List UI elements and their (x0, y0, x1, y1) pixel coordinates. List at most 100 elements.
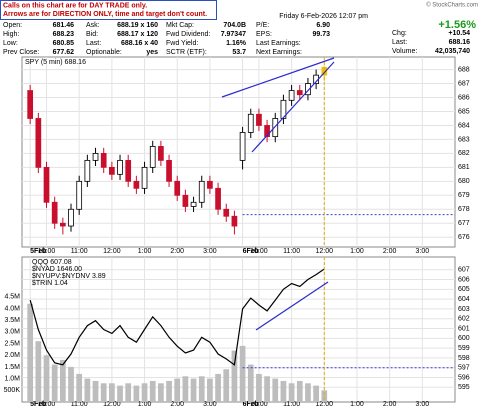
y-tick-label: 599 (458, 345, 470, 352)
x-tick-label: 1:00 (138, 401, 152, 406)
y-tick-label: 597 (458, 365, 470, 372)
y-tick-label: 677 (458, 220, 470, 227)
quote-label: P/E: (256, 22, 269, 29)
x-tick-label: 11:00 (283, 248, 300, 255)
legend-entry: $TRIN 1.04 (32, 280, 68, 287)
candle-body (92, 152, 99, 161)
x-tick-label: 2:00 (170, 248, 184, 255)
volume-bar (288, 383, 295, 402)
x-tick-label: 10:00 (250, 401, 268, 406)
volume-bar (264, 376, 270, 402)
candle-body (198, 180, 205, 203)
y-tick-label: 676 (458, 234, 470, 241)
quote-value: 6.90 (316, 22, 330, 29)
quote-label: SCTR (ETF): (166, 49, 207, 56)
candle-body (117, 159, 123, 175)
x-tick-label: 11:00 (71, 248, 88, 255)
candle-body (247, 113, 254, 133)
candle-body (68, 208, 74, 227)
candle-body (190, 201, 197, 207)
candle-body (174, 180, 181, 196)
x-tick-label: 12:00 (316, 248, 334, 255)
volume-bar (174, 378, 181, 402)
candle-body (76, 180, 83, 210)
quote-value: 99.73 (312, 31, 330, 38)
plot-area (21, 56, 456, 248)
volume-bar (223, 369, 230, 402)
y-tick-label: 680 (458, 178, 470, 185)
trendline (221, 57, 335, 98)
volume-bar (166, 380, 172, 402)
candle-body (166, 159, 172, 182)
candle-body (158, 146, 164, 161)
candle-body (141, 166, 148, 189)
candle-body (27, 90, 34, 119)
x-tick-label: 3:00 (416, 248, 430, 255)
volume-bar (182, 376, 189, 402)
y-tick-label: 685 (458, 108, 470, 115)
candle-body (288, 90, 295, 101)
y2-tick-label: 4.0M (4, 305, 20, 312)
x-tick-label: 12:00 (103, 248, 121, 255)
x-tick-label: 11:00 (71, 401, 88, 406)
y-tick-label: 595 (458, 384, 470, 391)
candle-body (149, 146, 156, 168)
y-tick-label: 688 (458, 66, 470, 73)
volume-bar (296, 380, 303, 402)
y-tick-label: 602 (458, 316, 470, 323)
y-tick-label: 600 (458, 335, 470, 342)
quote-label: Last: (392, 39, 407, 46)
x-tick-label: 1:00 (138, 248, 152, 255)
candle-body (264, 125, 270, 138)
quote-label: Open: (3, 22, 22, 29)
x-tick-label: 10:00 (38, 401, 56, 406)
quote-value: 680.85 (53, 40, 75, 47)
legend-entry: $NYAD 1646.00 (32, 266, 82, 273)
candle-body (272, 118, 279, 138)
x-tick-label: 11:00 (283, 401, 300, 406)
volume-bar (43, 355, 50, 402)
volume-bar (117, 385, 123, 402)
x-tick-label: 6Feb (243, 401, 259, 406)
volume-bar (125, 383, 132, 402)
quote-label: Prev Close: (3, 49, 39, 56)
volume-bar (215, 373, 221, 402)
volume-bar (198, 376, 205, 402)
x-tick-label: 2:00 (383, 401, 397, 406)
trendline (255, 281, 329, 331)
x-tick-label: 1:00 (350, 401, 364, 406)
x-tick-label: 12:00 (103, 401, 121, 406)
x-tick-label: 2:00 (383, 248, 397, 255)
y-tick-label: 606 (458, 276, 470, 283)
y-tick-label: 598 (458, 355, 470, 362)
volume-bar (133, 385, 140, 402)
y2-tick-label: 1.0M (4, 375, 20, 382)
y-tick-label: 684 (458, 122, 470, 129)
volume-bar (272, 378, 279, 402)
candle-body (305, 83, 311, 96)
x-tick-label: 5Feb (30, 248, 46, 255)
y2-tick-label: 2.0M (4, 352, 20, 359)
volume-bar (149, 380, 156, 402)
quote-label: Bid: (86, 31, 98, 38)
volume-bar (109, 383, 115, 402)
quote-label: Optionable: (86, 49, 122, 56)
candle-body (43, 166, 50, 203)
candle-body (182, 194, 189, 207)
candle-body (100, 152, 107, 168)
timestamp: Friday 6-Feb-2026 12:07 pm (279, 13, 368, 20)
quote-label: Chg: (392, 30, 407, 37)
panel-label: SPY (5 min) 688.16 (25, 59, 86, 66)
price-line (29, 268, 325, 366)
watermark: © StockCharts.com (426, 2, 478, 9)
quote-label: Fwd Dividend: (166, 31, 210, 38)
y-tick-label: 603 (458, 306, 470, 313)
y-tick-label: 678 (458, 206, 470, 213)
volume-bar (141, 383, 148, 402)
y-tick-label: 682 (458, 150, 470, 157)
volume-bar (76, 373, 83, 402)
y-tick-label: 604 (458, 296, 470, 303)
quote-value: 688.19 x 160 (117, 22, 158, 29)
candle-body (59, 222, 66, 227)
